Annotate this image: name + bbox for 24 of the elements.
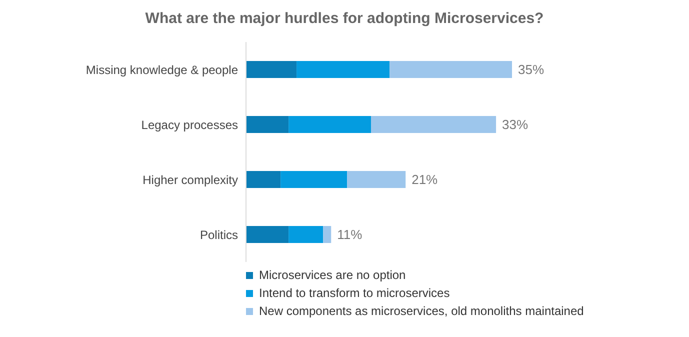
annotation: 35% bbox=[518, 62, 544, 78]
bar bbox=[347, 171, 406, 188]
bar bbox=[246, 61, 297, 78]
annotation: 11% bbox=[337, 227, 363, 242]
bar bbox=[390, 61, 512, 78]
y-tick-label: Politics bbox=[200, 228, 238, 242]
bar bbox=[246, 171, 281, 188]
bar bbox=[246, 116, 289, 133]
bar bbox=[371, 116, 496, 133]
legend-label: New components as microservices, old monoliths maintained bbox=[259, 304, 584, 318]
bar bbox=[246, 226, 289, 243]
bar bbox=[288, 226, 324, 243]
annotation: 21% bbox=[412, 172, 438, 188]
legend-label: Intend to transform to microservices bbox=[259, 286, 450, 300]
legend-label: Microservices are no option bbox=[259, 268, 406, 282]
bar bbox=[280, 171, 348, 188]
annotation: 33% bbox=[502, 117, 528, 132]
y-tick-label: Higher complexity bbox=[142, 172, 238, 187]
bar bbox=[296, 61, 390, 78]
y-tick-label: Legacy processes bbox=[141, 118, 238, 132]
bar bbox=[288, 116, 372, 133]
bar bbox=[323, 226, 332, 243]
chart-title: What are the major hurdles for adopting Microservices? bbox=[144, 9, 545, 29]
y-tick-label: Missing knowledge & people bbox=[86, 62, 238, 77]
